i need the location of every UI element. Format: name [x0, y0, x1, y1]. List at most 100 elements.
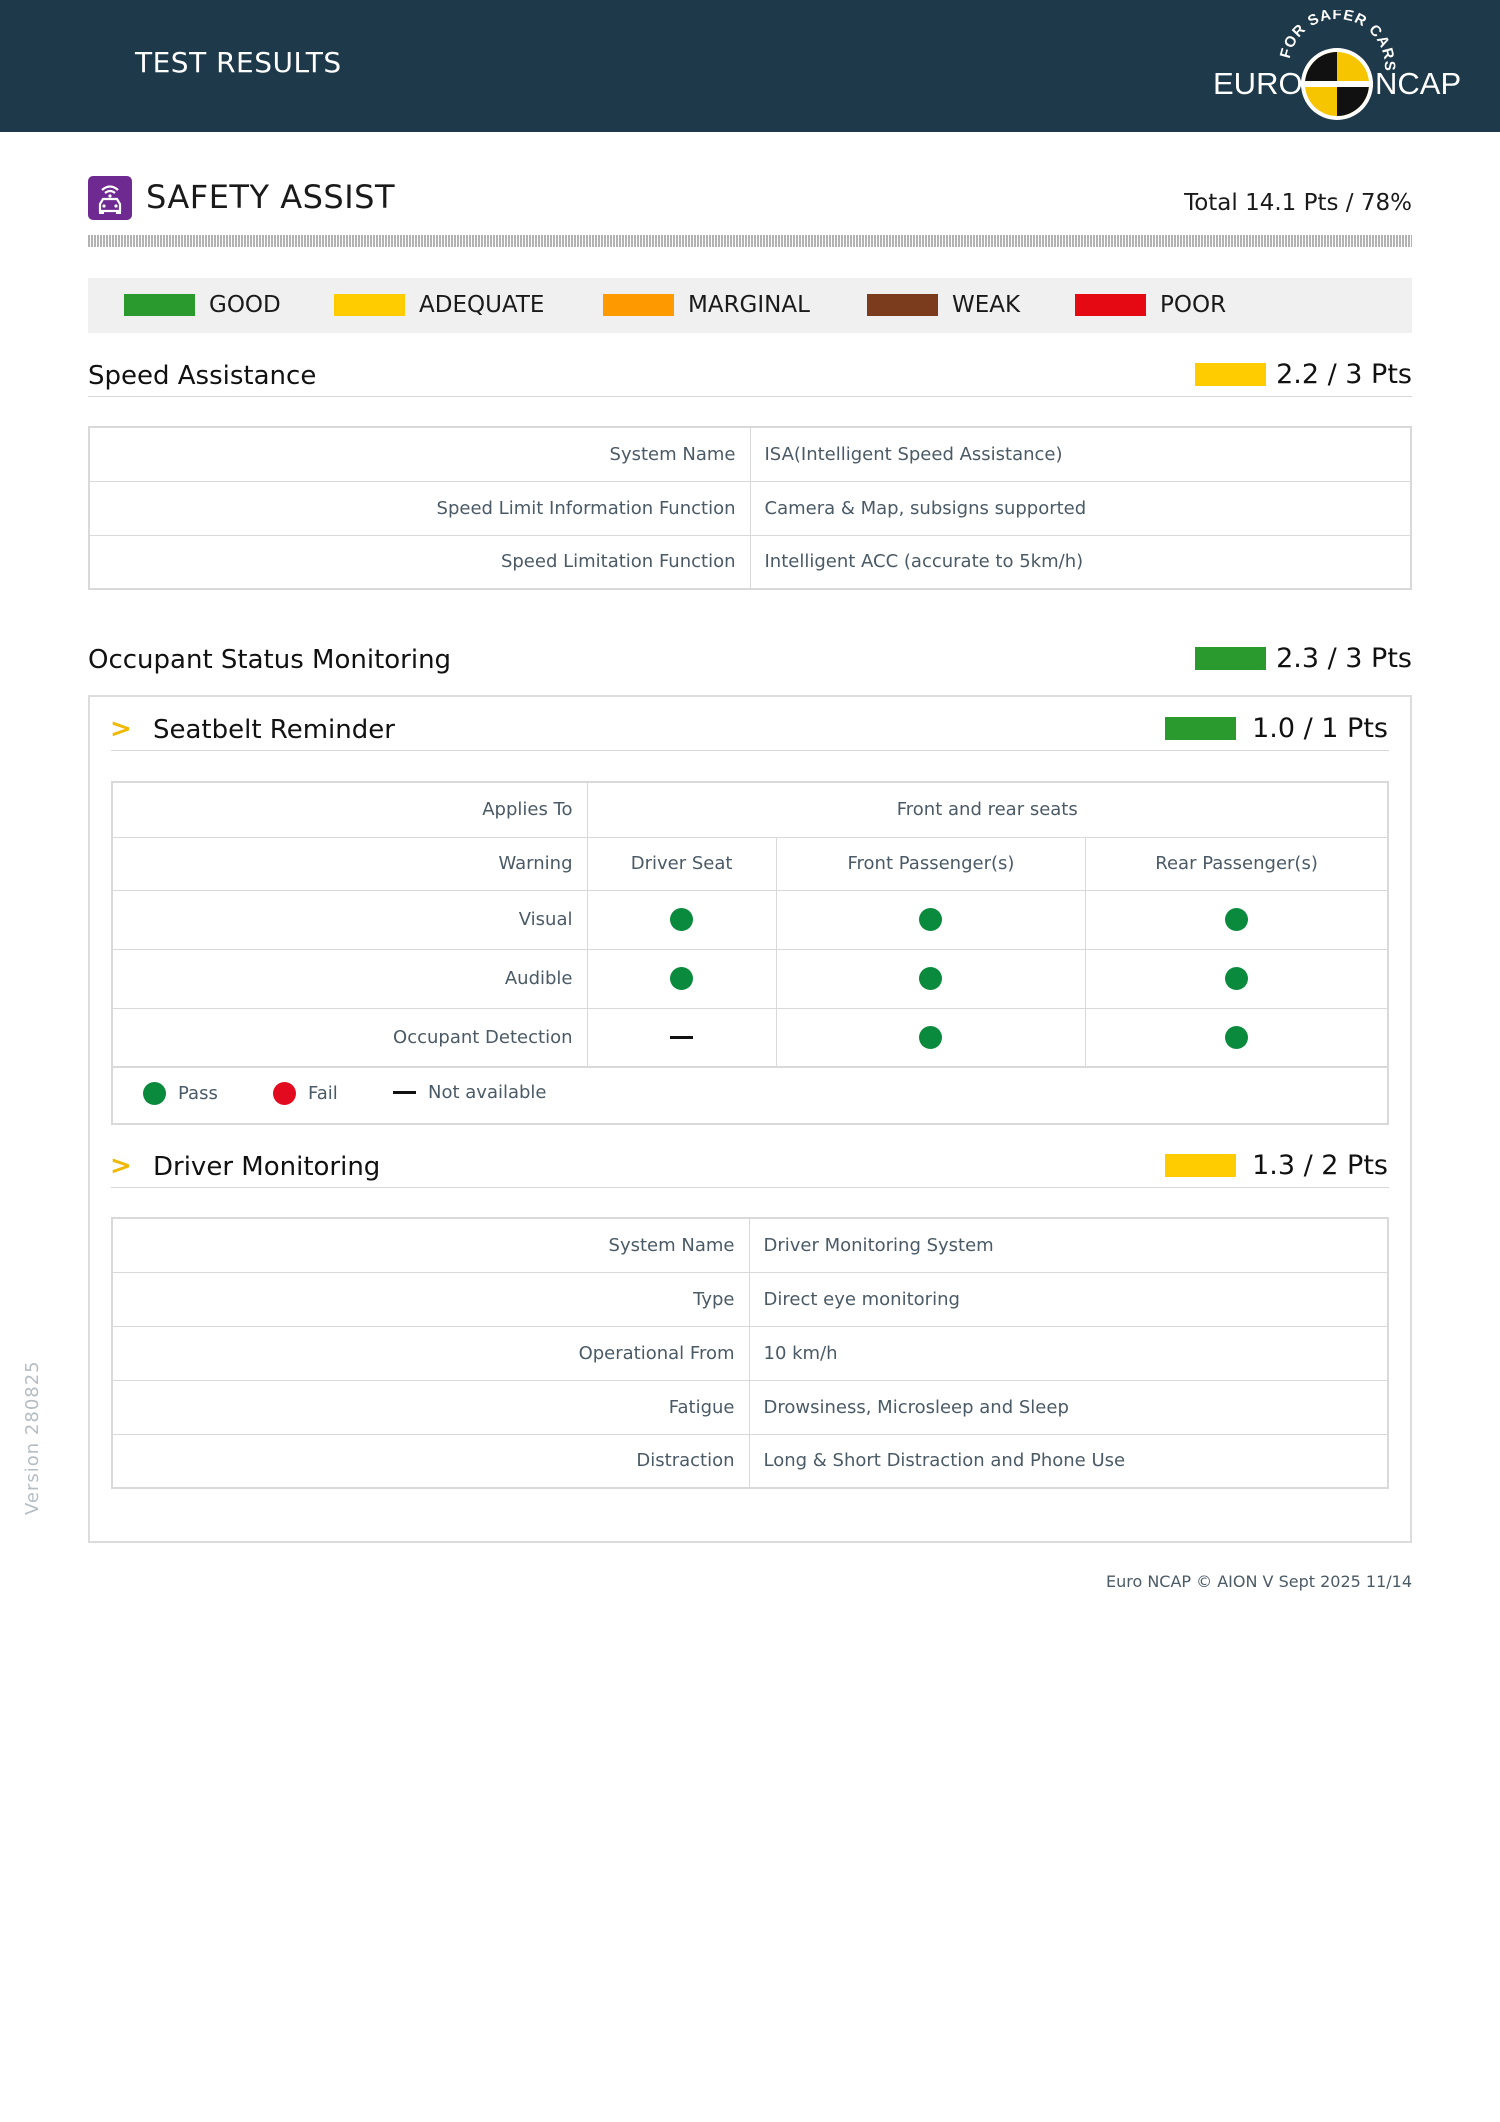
legend-item-weak: WEAK: [867, 292, 1020, 318]
score-swatch: [1195, 363, 1267, 386]
pass-dot-icon: [670, 967, 694, 990]
section-total: Total 14.1 Pts / 78%: [1184, 190, 1412, 216]
score-swatch: [1165, 717, 1237, 740]
status-cell: [586, 889, 777, 950]
row-label: Visual: [111, 889, 588, 950]
legend-item-good: GOOD: [124, 292, 281, 318]
legend-item-adequate: ADEQUATE: [334, 292, 544, 318]
driver-monitoring-title: Driver Monitoring: [153, 1152, 381, 1182]
fail-dot-icon: [273, 1082, 296, 1105]
section-divider: [88, 396, 1412, 397]
dash-icon: [393, 1091, 416, 1094]
table-row: Speed Limit Information Function Camera &…: [88, 480, 1412, 536]
table-row: Distraction Long & Short Distraction and …: [111, 1433, 1389, 1489]
status-cell: [1085, 889, 1389, 950]
footer-text: Euro NCAP © AION V Sept 2025 11/14: [1105, 1572, 1412, 1591]
chevron-right-icon: >: [110, 714, 132, 744]
status-cell: [775, 1007, 1087, 1068]
section-divider: [111, 1187, 1389, 1188]
occupant-status-score: 2.3 / 3 Pts: [1195, 643, 1412, 674]
column-header: Driver Seat: [586, 836, 777, 891]
key-not-available: Not available: [393, 1082, 547, 1103]
table-row: Type Direct eye monitoring: [111, 1271, 1389, 1327]
row-label: Audible: [111, 948, 588, 1009]
seatbelt-reminder-score: 1.0 / 1 Pts: [1165, 713, 1388, 744]
rating-legend: GOOD ADEQUATE MARGINAL WEAK POOR: [88, 278, 1412, 333]
row-key: System Name: [111, 1217, 750, 1273]
occupant-status-title: Occupant Status Monitoring: [88, 645, 452, 675]
table-row: Operational From 10 km/h: [111, 1325, 1389, 1381]
row-label: Occupant Detection: [111, 1007, 588, 1068]
row-key: Operational From: [111, 1325, 750, 1381]
pass-dot-icon: [919, 1025, 943, 1049]
table-row: Applies To Front and rear seats: [111, 781, 1389, 838]
section-divider: [111, 750, 1389, 751]
warning-label: Warning: [111, 836, 588, 891]
row-value: Direct eye monitoring: [748, 1271, 1389, 1327]
row-value: Driver Monitoring System: [748, 1217, 1389, 1273]
pass-dot-icon: [1225, 908, 1249, 931]
car-signal-icon: [88, 176, 132, 220]
status-cell: [775, 889, 1087, 950]
row-key: System Name: [88, 426, 751, 482]
legend-swatch: [1075, 294, 1146, 316]
legend-swatch: [334, 294, 405, 316]
seatbelt-table: Applies To Front and rear seats Warning …: [111, 781, 1389, 1068]
table-row: Occupant Detection: [111, 1007, 1389, 1068]
logo-right-word: NCAP: [1375, 66, 1461, 101]
status-cell: [775, 948, 1087, 1009]
column-header: Rear Passenger(s): [1085, 836, 1389, 891]
table-row: System Name ISA(Intelligent Speed Assista…: [88, 426, 1412, 482]
row-value: Intelligent ACC (accurate to 5km/h): [749, 534, 1412, 590]
score-swatch: [1165, 1154, 1237, 1177]
table-row: Fatigue Drowsiness, Microsleep and Sleep: [111, 1379, 1389, 1435]
driver-monitoring-score: 1.3 / 2 Pts: [1165, 1150, 1388, 1181]
pass-dot-icon: [919, 967, 943, 990]
dash-icon: [670, 1036, 694, 1040]
status-cell: [586, 948, 777, 1009]
occupant-status-box: [88, 695, 1412, 1543]
row-key: Speed Limit Information Function: [88, 480, 751, 536]
driver-monitoring-table: System Name Driver Monitoring System Type…: [111, 1217, 1389, 1489]
row-key: Distraction: [111, 1433, 750, 1489]
row-value: Camera & Map, subsigns supported: [749, 480, 1412, 536]
pass-dot-icon: [143, 1082, 166, 1105]
version-label: Version 280825: [22, 1360, 43, 1515]
table-row: Speed Limitation Function Intelligent ACC…: [88, 534, 1412, 590]
chevron-right-icon: >: [110, 1151, 132, 1181]
status-key: Pass Fail Not available: [111, 1063, 1389, 1125]
applies-to-value: Front and rear seats: [586, 781, 1389, 838]
legend-swatch: [867, 294, 938, 316]
seatbelt-reminder-title: Seatbelt Reminder: [153, 715, 395, 745]
legend-swatch: [603, 294, 674, 316]
pass-dot-icon: [919, 908, 943, 931]
row-value: 10 km/h: [748, 1325, 1389, 1381]
page-header: TEST RESULTS FOR SAFER CARS EURO NCAP: [0, 0, 1500, 132]
pass-dot-icon: [1225, 967, 1249, 990]
status-cell: [1085, 948, 1389, 1009]
row-key: Speed Limitation Function: [88, 534, 751, 590]
row-key: Type: [111, 1271, 750, 1327]
header-title: TEST RESULTS: [135, 46, 342, 79]
status-cell: [1085, 1007, 1389, 1068]
row-value: Drowsiness, Microsleep and Sleep: [748, 1379, 1389, 1435]
column-header: Front Passenger(s): [775, 836, 1087, 891]
table-row: Visual: [111, 889, 1389, 950]
row-key: Fatigue: [111, 1379, 750, 1435]
table-row: System Name Driver Monitoring System: [111, 1217, 1389, 1273]
speed-assistance-table: System Name ISA(Intelligent Speed Assista…: [88, 426, 1412, 590]
key-fail: Fail: [273, 1082, 338, 1105]
speed-assistance-title: Speed Assistance: [88, 361, 317, 391]
dotted-divider: [88, 235, 1412, 247]
row-value: ISA(Intelligent Speed Assistance): [749, 426, 1412, 482]
score-swatch: [1195, 647, 1267, 670]
row-value: Long & Short Distraction and Phone Use: [748, 1433, 1389, 1489]
status-cell: [586, 1007, 777, 1068]
legend-swatch: [124, 294, 195, 316]
table-row: Warning Driver Seat Front Passenger(s) R…: [111, 836, 1389, 891]
section-title: SAFETY ASSIST: [146, 178, 395, 216]
speed-assistance-score: 2.2 / 3 Pts: [1195, 359, 1412, 390]
euro-ncap-logo: FOR SAFER CARS EURO NCAP: [1213, 10, 1461, 120]
table-row: Audible: [111, 948, 1389, 1009]
legend-item-poor: POOR: [1075, 292, 1226, 318]
